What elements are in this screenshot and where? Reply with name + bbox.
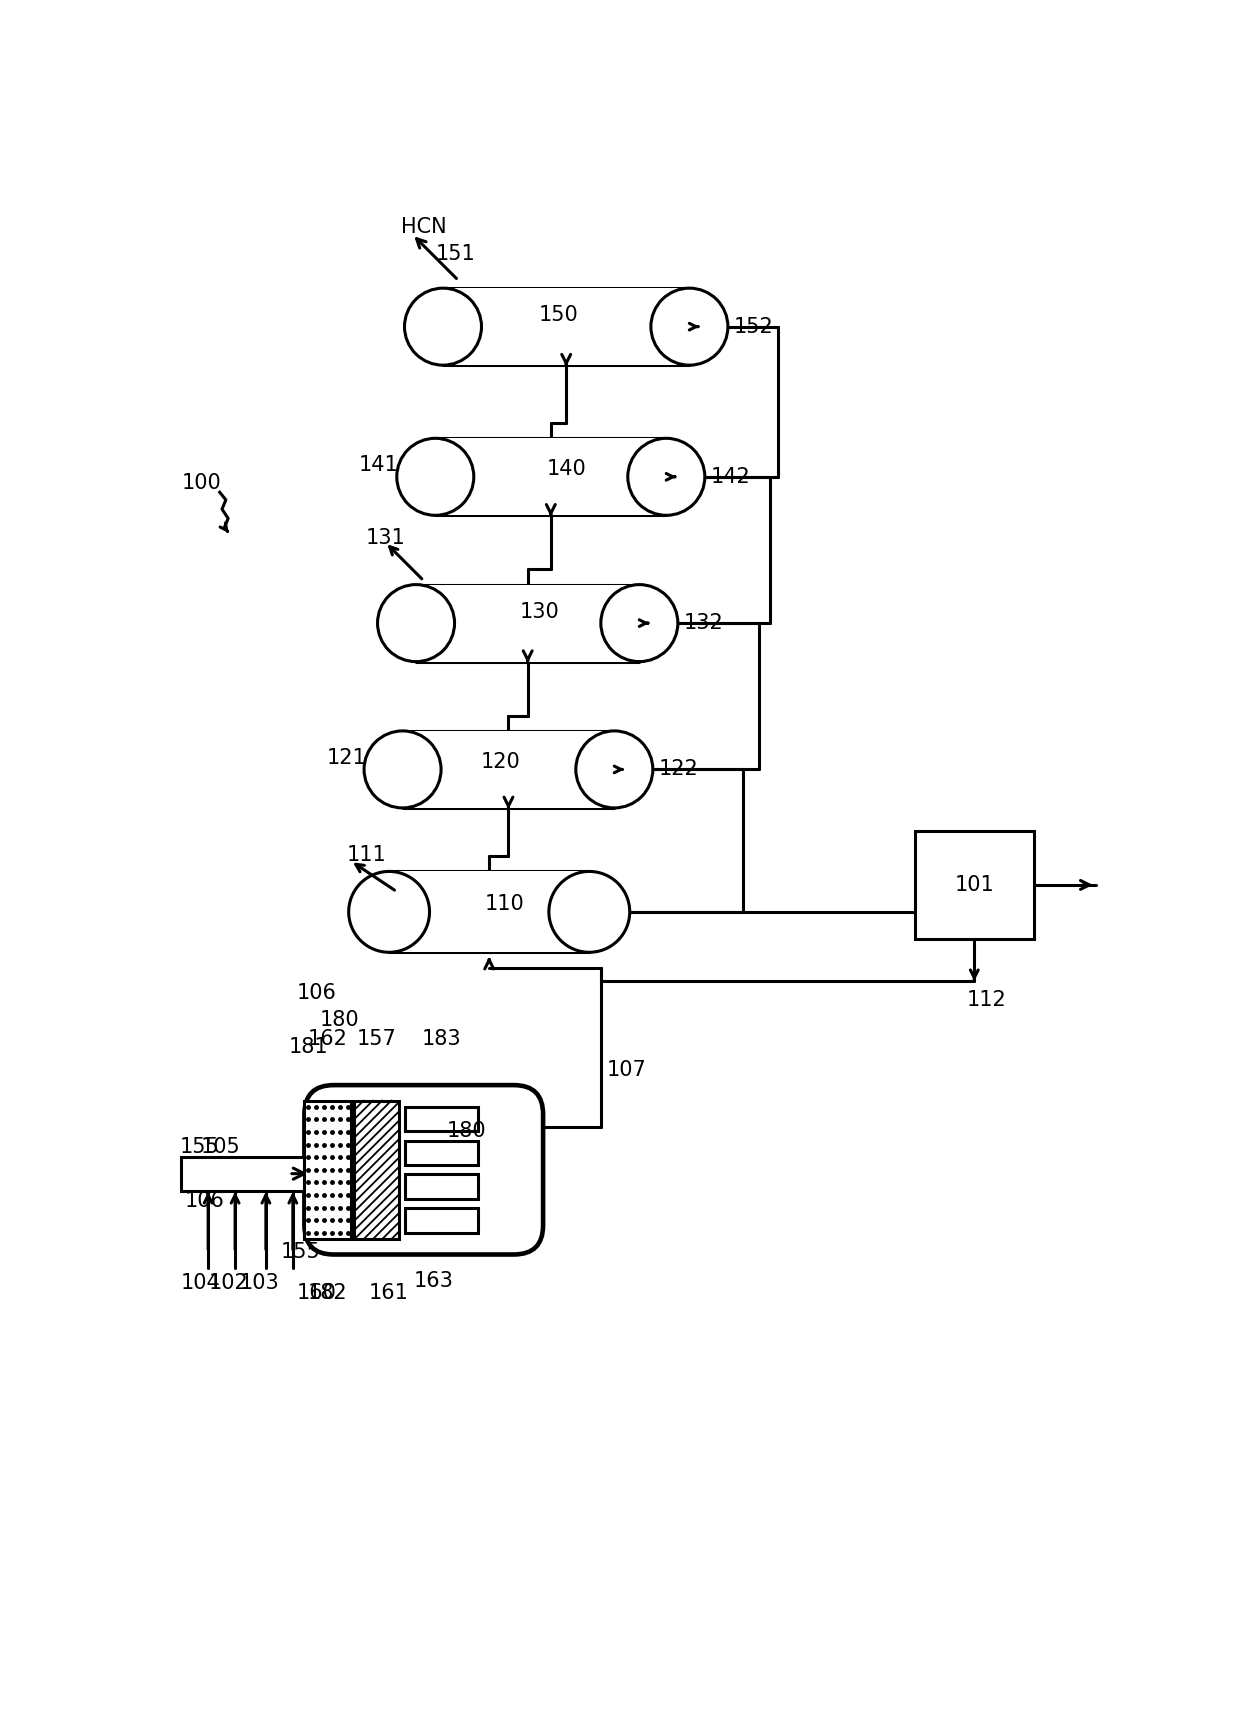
Text: 180: 180 <box>320 1009 360 1030</box>
Text: 183: 183 <box>422 1028 461 1049</box>
Text: 105: 105 <box>201 1138 241 1157</box>
Ellipse shape <box>404 288 481 366</box>
Bar <box>404 1209 477 1233</box>
Text: HCN: HCN <box>401 217 446 236</box>
Text: 120: 120 <box>481 753 521 772</box>
Text: 110: 110 <box>485 895 525 914</box>
Text: 104: 104 <box>181 1273 221 1294</box>
Text: 155: 155 <box>280 1242 320 1262</box>
Ellipse shape <box>601 584 678 662</box>
Bar <box>304 1101 351 1240</box>
Text: 122: 122 <box>658 759 698 779</box>
Text: 155: 155 <box>180 1138 219 1157</box>
Text: 131: 131 <box>366 529 405 548</box>
Text: 102: 102 <box>210 1273 249 1294</box>
Text: 180: 180 <box>446 1122 486 1141</box>
Ellipse shape <box>651 288 728 366</box>
Bar <box>443 288 689 366</box>
FancyBboxPatch shape <box>304 1085 543 1254</box>
Bar <box>403 732 614 808</box>
Text: 141: 141 <box>358 456 398 475</box>
Text: 103: 103 <box>239 1273 279 1294</box>
Bar <box>404 1141 477 1165</box>
Bar <box>355 1101 399 1240</box>
Ellipse shape <box>575 732 652 808</box>
Bar <box>404 1106 477 1131</box>
Text: 111: 111 <box>347 844 387 865</box>
Text: 112: 112 <box>967 990 1007 1011</box>
Text: 163: 163 <box>413 1271 454 1292</box>
Text: 107: 107 <box>608 1059 647 1080</box>
Bar <box>915 831 1034 938</box>
Text: 160: 160 <box>296 1283 336 1302</box>
Bar <box>404 1174 477 1200</box>
Text: 142: 142 <box>711 466 750 487</box>
Text: 121: 121 <box>327 747 367 768</box>
Text: 100: 100 <box>181 473 221 492</box>
Text: 132: 132 <box>684 614 724 633</box>
Bar <box>389 872 589 952</box>
Text: 130: 130 <box>520 602 559 621</box>
Text: 161: 161 <box>368 1283 408 1302</box>
Text: 106: 106 <box>185 1191 224 1210</box>
Text: 140: 140 <box>547 460 587 479</box>
Text: 101: 101 <box>955 876 994 895</box>
Text: 150: 150 <box>538 305 578 324</box>
Ellipse shape <box>627 439 704 515</box>
Bar <box>435 439 666 515</box>
Text: 162: 162 <box>308 1028 347 1049</box>
Text: 151: 151 <box>435 243 475 264</box>
Text: 106: 106 <box>296 983 336 1002</box>
Ellipse shape <box>397 439 474 515</box>
Ellipse shape <box>348 872 429 952</box>
Ellipse shape <box>549 872 630 952</box>
Ellipse shape <box>377 584 455 662</box>
Text: 152: 152 <box>734 317 774 336</box>
Text: 181: 181 <box>289 1037 329 1056</box>
Text: 182: 182 <box>308 1283 347 1302</box>
Bar <box>181 1157 304 1191</box>
Text: 157: 157 <box>357 1028 397 1049</box>
Bar <box>417 584 640 662</box>
Ellipse shape <box>365 732 441 808</box>
